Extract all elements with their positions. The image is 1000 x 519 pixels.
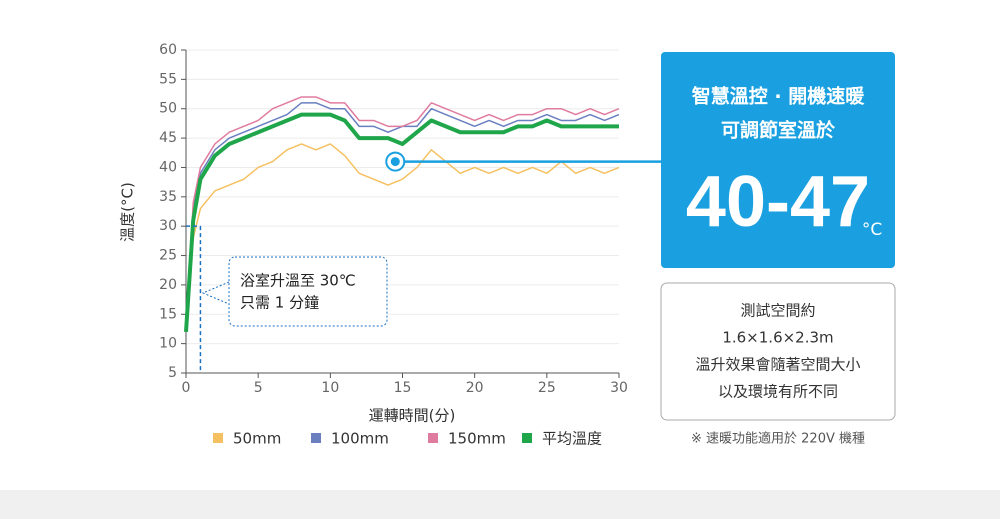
y-tick-label: 60 xyxy=(159,42,177,58)
y-tick-label: 30 xyxy=(159,218,177,234)
legend-swatch xyxy=(428,433,438,443)
x-tick-label: 20 xyxy=(466,380,484,396)
y-tick-label: 5 xyxy=(168,365,177,381)
legend-label: 50mm xyxy=(233,430,281,448)
y-tick-label: 20 xyxy=(159,277,177,293)
callout-pointer xyxy=(201,281,230,305)
series-line xyxy=(185,143,620,332)
legend-swatch xyxy=(522,433,532,443)
y-tick-label: 10 xyxy=(159,336,177,352)
callout-text: 浴室升溫至 30℃ xyxy=(240,272,356,290)
legend-label: 150mm xyxy=(448,430,506,448)
panel-unit: °C xyxy=(862,220,882,240)
highlight-panel xyxy=(661,52,895,268)
series-line xyxy=(185,102,620,332)
series-line xyxy=(184,112,619,333)
y-tick-label: 15 xyxy=(159,306,177,322)
footer-band xyxy=(0,490,1000,519)
note-line: 1.6×1.6×2.3m xyxy=(722,329,833,347)
x-tick-label: 25 xyxy=(538,380,556,396)
footnote: ※ 速暖功能適用於 220V 機種 xyxy=(691,431,865,447)
x-tick-label: 30 xyxy=(610,380,628,396)
note-line: 溫升效果會隨著空間大小 xyxy=(695,356,860,374)
y-tick-label: 25 xyxy=(159,248,177,264)
legend-swatch xyxy=(311,433,321,443)
series-line xyxy=(185,96,620,332)
legend-swatch xyxy=(213,433,223,443)
y-tick-label: 35 xyxy=(159,189,177,205)
x-axis-label: 運轉時間(分) xyxy=(369,407,456,425)
pointer-dot xyxy=(390,157,400,167)
y-axis-label: 溫度(°C) xyxy=(119,182,137,242)
panel-title: 智慧溫控 · 開機速暖 xyxy=(692,85,865,108)
legend-label: 100mm xyxy=(331,430,389,448)
note-line: 以及環境有所不同 xyxy=(718,383,838,401)
y-tick-label: 50 xyxy=(159,101,177,117)
panel-range: 40-47 xyxy=(686,162,870,242)
callout-text: 只需 1 分鐘 xyxy=(240,294,319,312)
x-tick-label: 15 xyxy=(394,380,412,396)
y-tick-label: 55 xyxy=(159,71,177,87)
legend-label: 平均溫度 xyxy=(542,430,602,448)
y-tick-label: 45 xyxy=(159,130,177,146)
panel-title: 可調節室溫於 xyxy=(721,119,836,142)
x-tick-label: 5 xyxy=(254,380,263,396)
x-tick-label: 10 xyxy=(321,380,339,396)
callout-box xyxy=(228,256,388,327)
note-line: 測試空間約 xyxy=(740,302,815,320)
note-box xyxy=(660,282,896,421)
y-tick-label: 40 xyxy=(159,159,177,175)
x-tick-label: 0 xyxy=(182,380,191,396)
